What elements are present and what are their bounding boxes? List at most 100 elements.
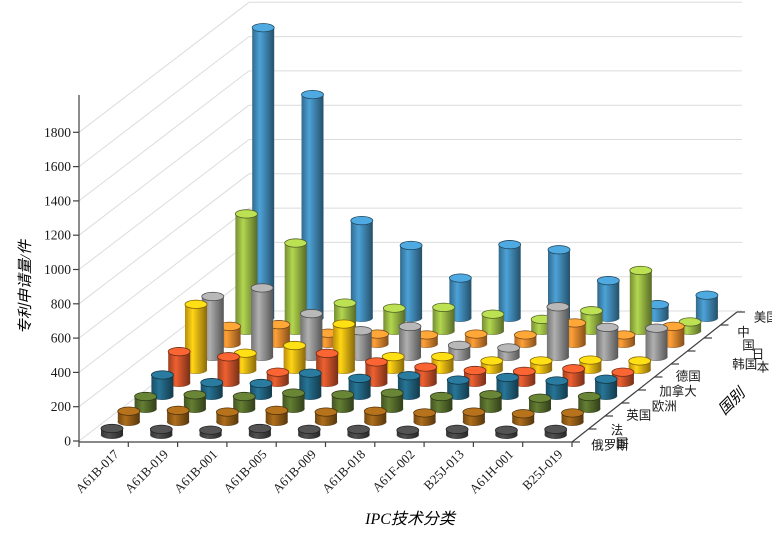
bar-中国-A61B-018 [481, 309, 505, 336]
bar-加拿大-A61F-002 [463, 365, 487, 388]
bar-法国-B25J-013 [462, 407, 486, 427]
y-tick-label: 200 [51, 399, 72, 414]
bar-英国-A61B-001 [232, 391, 256, 414]
bar-德国-A61B-005 [332, 319, 356, 375]
bar-法国-A61B-017 [117, 406, 141, 427]
bar-日本-A61H-001 [612, 330, 636, 349]
series-row-中国 [234, 209, 702, 336]
country-label: 欧洲 [652, 400, 677, 414]
bar-美国-B25J-019 [695, 290, 719, 323]
bar-韩国-A61H-001 [595, 322, 619, 362]
category-label: A61B-017 [72, 446, 122, 496]
bar-英国-A61F-002 [429, 391, 453, 414]
y-tick-label: 800 [51, 296, 72, 311]
bar-德国-A61B-017 [184, 299, 208, 375]
bar-韩国-A61B-009 [398, 321, 422, 362]
y-tick-label: 1200 [44, 228, 71, 243]
bar-英国-B25J-013 [479, 390, 503, 414]
gridlines [78, 1, 742, 442]
country-label: 日 [752, 348, 765, 362]
bar-美国-A61B-017 [251, 23, 275, 323]
category-label: A61B-005 [220, 447, 269, 496]
bar-德国-A61B-001 [283, 340, 307, 375]
series-row-俄罗斯 [100, 423, 568, 440]
bar-加拿大-A61B-009 [364, 357, 388, 388]
y-tick-label: 1600 [44, 159, 71, 174]
bar-日本-A61B-018 [464, 329, 488, 349]
side-wall-gridline [78, 173, 250, 305]
bar-欧洲-A61F-002 [446, 375, 470, 401]
country-label: 本 [757, 361, 770, 375]
y-tick-label: 1800 [44, 125, 71, 140]
side-wall-gridline [78, 104, 250, 236]
y-tick-label: 1400 [44, 193, 71, 208]
series-row-德国 [184, 299, 652, 375]
side-wall-gridline [78, 207, 250, 339]
country-label: 加拿大 [659, 384, 697, 399]
country-labels: 俄罗斯法国英国欧洲加拿大德国韩国日本中国美国 [591, 311, 772, 453]
bar-韩国-A61B-019 [250, 283, 274, 362]
y-tick-label: 400 [51, 365, 72, 380]
bar-欧洲-B25J-013 [496, 372, 519, 401]
bar-法国-A61B-001 [215, 407, 239, 427]
side-wall-gridline [78, 36, 250, 167]
y-axis-title: 专利申请量/件 [17, 238, 34, 334]
category-label: A61F-002 [369, 447, 417, 495]
bar-法国-A61F-002 [413, 408, 437, 427]
bar-俄罗斯-A61B-018 [347, 424, 370, 440]
bar-法国-B25J-019 [561, 408, 584, 427]
bar-德国-A61B-019 [233, 348, 257, 375]
category-label: A61B-009 [270, 447, 319, 496]
bar-俄罗斯-A61B-019 [149, 424, 173, 440]
country-label: 中 [737, 325, 750, 340]
category-labels: A61B-017 A61B-019 A61B-001 A61B-005 A61B-009… [72, 446, 565, 496]
bar-英国-A61B-017 [134, 391, 158, 414]
category-label: B25J-013 [421, 447, 467, 493]
category-label: A61H-001 [466, 447, 516, 497]
bar-俄罗斯-A61B-017 [100, 423, 124, 440]
series-row-加拿大 [167, 347, 635, 388]
bar-欧洲-A61H-001 [545, 376, 569, 401]
country-label: 俄罗斯 [591, 439, 629, 453]
category-label: A61B-018 [319, 447, 368, 496]
bar-美国-A61H-001 [646, 300, 669, 323]
bar-英国-A61B-005 [282, 388, 305, 414]
bar-英国-A61H-001 [528, 393, 552, 414]
y-tick-label: 600 [51, 331, 72, 346]
bar-加拿大-A61B-018 [414, 362, 438, 388]
bar-俄罗斯-A61H-001 [494, 425, 518, 440]
bar-加拿大-B25J-013 [512, 366, 536, 388]
series-row-美国 [251, 23, 719, 323]
bar-俄罗斯-A61F-002 [396, 425, 420, 440]
bar-韩国-A61B-017 [201, 291, 225, 362]
axes [73, 95, 745, 447]
bar-中国-B25J-019 [678, 317, 702, 336]
bar-法国-A61H-001 [511, 409, 535, 427]
bar-中国-A61H-001 [629, 265, 653, 336]
bar-德国-A61B-018 [431, 352, 454, 375]
bar-法国-A61B-009 [314, 407, 338, 427]
bar-德国-A61H-001 [579, 355, 602, 375]
category-label: B25J-019 [519, 447, 565, 493]
bar-德国-A61B-009 [381, 352, 405, 375]
bar-英国-A61B-009 [331, 390, 355, 414]
bar-俄罗斯-A61B-005 [248, 423, 272, 440]
bar-俄罗斯-A61B-009 [297, 424, 321, 440]
bar-德国-B25J-013 [529, 356, 553, 375]
bar-加拿大-A61B-019 [217, 352, 240, 388]
y-tick-labels: 0 200 400 600 800 1000 1200 1400 1600 1800 [44, 125, 71, 449]
bar-美国-A61B-018 [498, 240, 522, 323]
series-row-韩国 [201, 283, 668, 362]
bar-法国-A61B-005 [265, 405, 289, 427]
country-label: 国 [742, 339, 755, 353]
bar-韩国-B25J-019 [645, 323, 668, 362]
y-tick-label: 1000 [44, 262, 71, 277]
bar-日本-A61B-005 [366, 329, 389, 349]
bars [100, 23, 719, 440]
bar-欧洲-A61B-001 [249, 378, 273, 401]
bar-美国-A61B-001 [350, 216, 374, 323]
bar-中国-A61B-009 [432, 302, 456, 336]
side-wall-gridline [78, 70, 250, 202]
bar-英国-B25J-019 [577, 391, 601, 414]
